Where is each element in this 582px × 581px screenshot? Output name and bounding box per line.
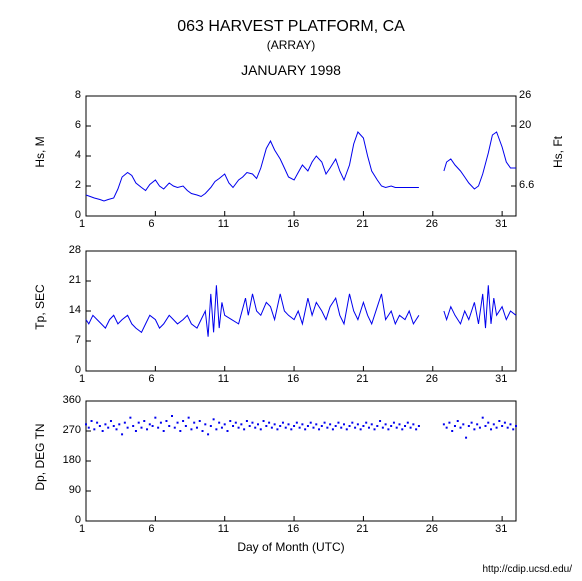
hs-ylabel-left: Hs, M xyxy=(33,132,47,172)
y-tick-label: 360 xyxy=(63,394,81,406)
x-tick-label: 21 xyxy=(356,373,368,385)
main-title: 063 HARVEST PLATFORM, CA xyxy=(0,18,582,36)
y-tick-label: 180 xyxy=(63,454,81,466)
x-tick-label: 31 xyxy=(495,523,507,535)
x-tick-label: 6 xyxy=(148,523,154,535)
y-tick-label: 8 xyxy=(75,89,81,101)
y-tick-label: 7 xyxy=(75,334,81,346)
y-right-tick-label: 26 xyxy=(519,89,531,101)
hs-ylabel-right: Hs, Ft xyxy=(551,132,565,172)
footer-url: http://cdip.ucsd.edu/ xyxy=(482,564,572,575)
subtitle: (ARRAY) xyxy=(0,38,582,52)
x-tick-label: 21 xyxy=(356,218,368,230)
month-title: JANUARY 1998 xyxy=(0,62,582,78)
y-tick-label: 28 xyxy=(69,244,81,256)
y-tick-label: 14 xyxy=(69,304,81,316)
y-tick-label: 2 xyxy=(75,179,81,191)
y-right-tick-label: 20 xyxy=(519,119,531,131)
x-tick-label: 16 xyxy=(287,373,299,385)
y-tick-label: 4 xyxy=(75,149,81,161)
hs-chart xyxy=(85,95,517,235)
x-tick-label: 11 xyxy=(218,523,229,535)
x-tick-label: 21 xyxy=(356,523,368,535)
x-tick-label: 26 xyxy=(426,373,438,385)
x-tick-label: 26 xyxy=(426,218,438,230)
tp-ylabel-left: Tp, SEC xyxy=(33,277,47,337)
y-right-tick-label: 6.6 xyxy=(519,179,534,191)
x-tick-label: 16 xyxy=(287,218,299,230)
x-tick-label: 1 xyxy=(79,523,85,535)
x-axis-label: Day of Month (UTC) xyxy=(0,540,582,554)
tp-chart xyxy=(85,250,517,390)
dp-ylabel-left: Dp, DEG TN xyxy=(33,422,47,492)
y-tick-label: 90 xyxy=(69,484,81,496)
dp-chart xyxy=(85,400,517,540)
x-tick-label: 1 xyxy=(79,373,85,385)
y-tick-label: 6 xyxy=(75,119,81,131)
x-tick-label: 6 xyxy=(148,218,154,230)
y-tick-label: 270 xyxy=(63,424,81,436)
x-tick-label: 6 xyxy=(148,373,154,385)
x-tick-label: 16 xyxy=(287,523,299,535)
x-tick-label: 31 xyxy=(495,218,507,230)
x-tick-label: 26 xyxy=(426,523,438,535)
y-tick-label: 21 xyxy=(69,274,81,286)
x-tick-label: 11 xyxy=(218,218,229,230)
x-tick-label: 11 xyxy=(218,373,229,385)
x-tick-label: 1 xyxy=(79,218,85,230)
x-tick-label: 31 xyxy=(495,373,507,385)
